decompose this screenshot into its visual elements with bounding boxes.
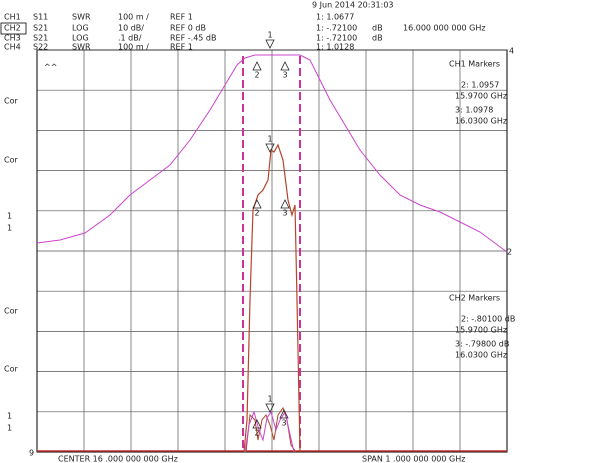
header-cell: REF -.45 dB [170,34,216,43]
header-cell: REF 1 [170,43,193,52]
footer-center: CENTER 16 .000 000 000 GHz [58,455,178,463]
marker-line: 16.0300 GHz [455,117,507,126]
header-cell: 100 m / [118,43,149,52]
header-cell: 10 dB/ [118,24,144,33]
trace-marker-label: 3 [281,419,286,428]
header-cell: REF 0 dB [170,24,206,33]
header-cell: dB [372,34,383,43]
header-cell: SWR [72,13,91,22]
trace-marker [279,409,289,419]
trace-marker [252,419,262,429]
header-cell: 1: 1.0128 [316,43,354,52]
trace-marker [252,61,262,71]
header-cell: REF 1 [170,13,193,22]
trace-ch1-return [244,410,295,453]
right-label: 4 [509,47,514,56]
trace-ch3 [243,143,301,453]
date: 9 Jun 2014 20:31:03 [312,1,394,10]
right-label: 2 [507,248,512,257]
trace-marker-label: 2 [254,71,259,80]
header-cell: CH2 [4,24,21,33]
labels: 9 Jun 2014 20:31:03 CH1 S11 SWR 100 m / REF 1… [4,1,515,463]
trace-marker-label: 1 [267,135,272,144]
trace-marker-label: 3 [282,71,287,80]
active-channel-box [0,22,27,35]
marker-line: 16.0300 GHz [455,351,507,360]
grid [37,50,507,452]
header-cell: 100 m / [118,13,149,22]
header-cell: LOG [72,34,89,43]
marker-line: 15.9700 GHz [455,326,507,335]
trace-marker [265,403,275,413]
marker-title: CH2 Markers [449,294,500,303]
left-label: Cor [4,365,18,374]
header-cell: .1 dB/ [118,34,142,43]
header-cell: SWR [72,43,91,52]
left-label: 1 [7,224,12,233]
left-label: ^^ [44,63,57,72]
header-cell: 1: 1.0677 [316,13,354,22]
left-label: Cor [4,97,18,106]
left-label: 1 [7,412,12,421]
marker-line: 2: 1.0957 [461,81,499,90]
marker-line: 3: -.79800 dB [455,340,509,349]
marker-line: 2: -.80100 dB [461,315,515,324]
left-label: 9 [29,449,34,458]
trace-marker-label: 2 [254,209,259,218]
trace-marker [252,199,262,209]
header-cell: CH1 [4,13,21,22]
marker-title: CH1 Markers [449,60,500,69]
trace-ch1 [36,54,508,253]
header-cell: dB [372,24,383,33]
trace-marker [280,199,290,209]
trace-marker-label: 1 [267,395,272,404]
trace-marker [265,143,275,153]
header-cell: CH4 [4,43,21,52]
header-cell: 1: -.72100 [316,24,357,33]
left-label: Cor [4,307,18,316]
header-cell: S21 [33,24,48,33]
marker-line: 3: 1.0978 [455,106,493,115]
footer-span: SPAN 1 .000 000 000 GHz [362,455,465,463]
header-cell: 1: -.72100 [316,34,357,43]
left-label: Cor [4,156,18,165]
trace-marker-label: 3 [282,209,287,218]
trace-marker-label: 2 [254,429,259,438]
trace-marker [265,39,275,49]
trace-marker [280,61,290,71]
header-cell: S21 [33,34,48,43]
header-cell: S11 [33,13,48,22]
header-cell: 16.000 000 000 GHz [403,24,486,33]
header-cell: S22 [33,43,48,52]
header-cell: CH3 [4,34,21,43]
header-cell: LOG [72,24,89,33]
left-label: 1 [7,424,12,433]
left-label: 1 [7,212,12,221]
marker-line: 15.9700 GHz [455,92,507,101]
trace-marker-label: 1 [267,31,272,40]
